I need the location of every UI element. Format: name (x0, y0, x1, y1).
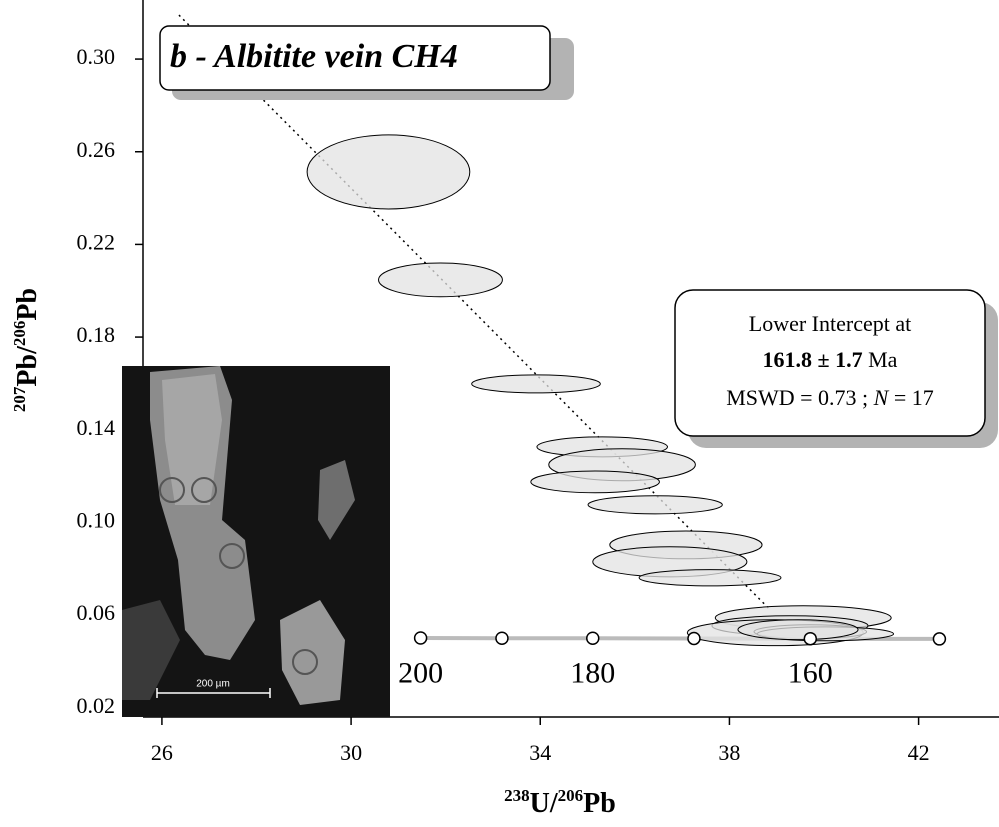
inset-photo (122, 366, 390, 717)
label-base: Pb (12, 288, 43, 321)
error-ellipse (587, 495, 723, 515)
error-ellipse (378, 262, 503, 298)
y-axis-label: 207Pb/206Pb (10, 288, 44, 412)
result-age: 161.8 ± 1.7 Ma (763, 347, 898, 372)
y-tick-label: 0.26 (77, 137, 116, 162)
result-box (674, 289, 986, 437)
title-box (159, 25, 551, 91)
label-base: Pb (583, 788, 616, 819)
age-value: 161.8 ± 1.7 (763, 347, 863, 372)
x-tick-label: 30 (340, 740, 362, 765)
error-ellipse (737, 619, 859, 641)
age-unit: Ma (868, 347, 898, 372)
age-label: 160 (788, 657, 833, 690)
chart-title: b - Albitite vein CH4 (170, 38, 458, 75)
age-marker (687, 631, 701, 646)
x-tick-label: 38 (718, 740, 740, 765)
label-base: U/ (530, 788, 559, 819)
age-marker (495, 631, 509, 645)
age-label: 200 (398, 657, 443, 690)
label-sup: 207 (10, 386, 29, 412)
y-tick-label: 0.22 (77, 229, 116, 254)
discordia-line (178, 14, 771, 611)
n-value: = 17 (894, 385, 934, 410)
error-ellipse (638, 569, 782, 587)
n-label: N (873, 385, 890, 410)
label-sup: 206 (10, 321, 29, 347)
age-marker (803, 631, 818, 646)
x-tick-label: 34 (529, 740, 551, 765)
x-tick-label: 26 (151, 740, 173, 765)
y-tick-label: 0.02 (77, 693, 116, 718)
label-base: Pb/ (12, 345, 43, 387)
error-ellipse (306, 134, 471, 210)
x-tick-label: 42 (908, 740, 930, 765)
x-axis-label: 238U/206Pb (504, 786, 616, 820)
result-line: Lower Intercept at (749, 311, 911, 336)
label-sup: 206 (558, 786, 584, 805)
y-tick-label: 0.18 (77, 322, 116, 347)
error-ellipse (471, 374, 601, 394)
scale-bar-label: 200 µm (196, 679, 230, 690)
y-tick-label: 0.14 (77, 415, 116, 440)
y-tick-label: 0.10 (77, 507, 116, 532)
error-ellipse (530, 470, 660, 494)
age-label: 180 (570, 657, 615, 690)
age-marker (586, 631, 600, 645)
mswd: MSWD = 0.73 ; (726, 385, 868, 410)
age-marker (932, 632, 947, 646)
label-sup: 238 (504, 786, 530, 805)
y-tick-label: 0.30 (77, 44, 116, 69)
result-mswd: MSWD = 0.73 ; N = 17 (726, 385, 934, 410)
y-tick-label: 0.06 (77, 600, 116, 625)
age-marker (413, 631, 428, 645)
